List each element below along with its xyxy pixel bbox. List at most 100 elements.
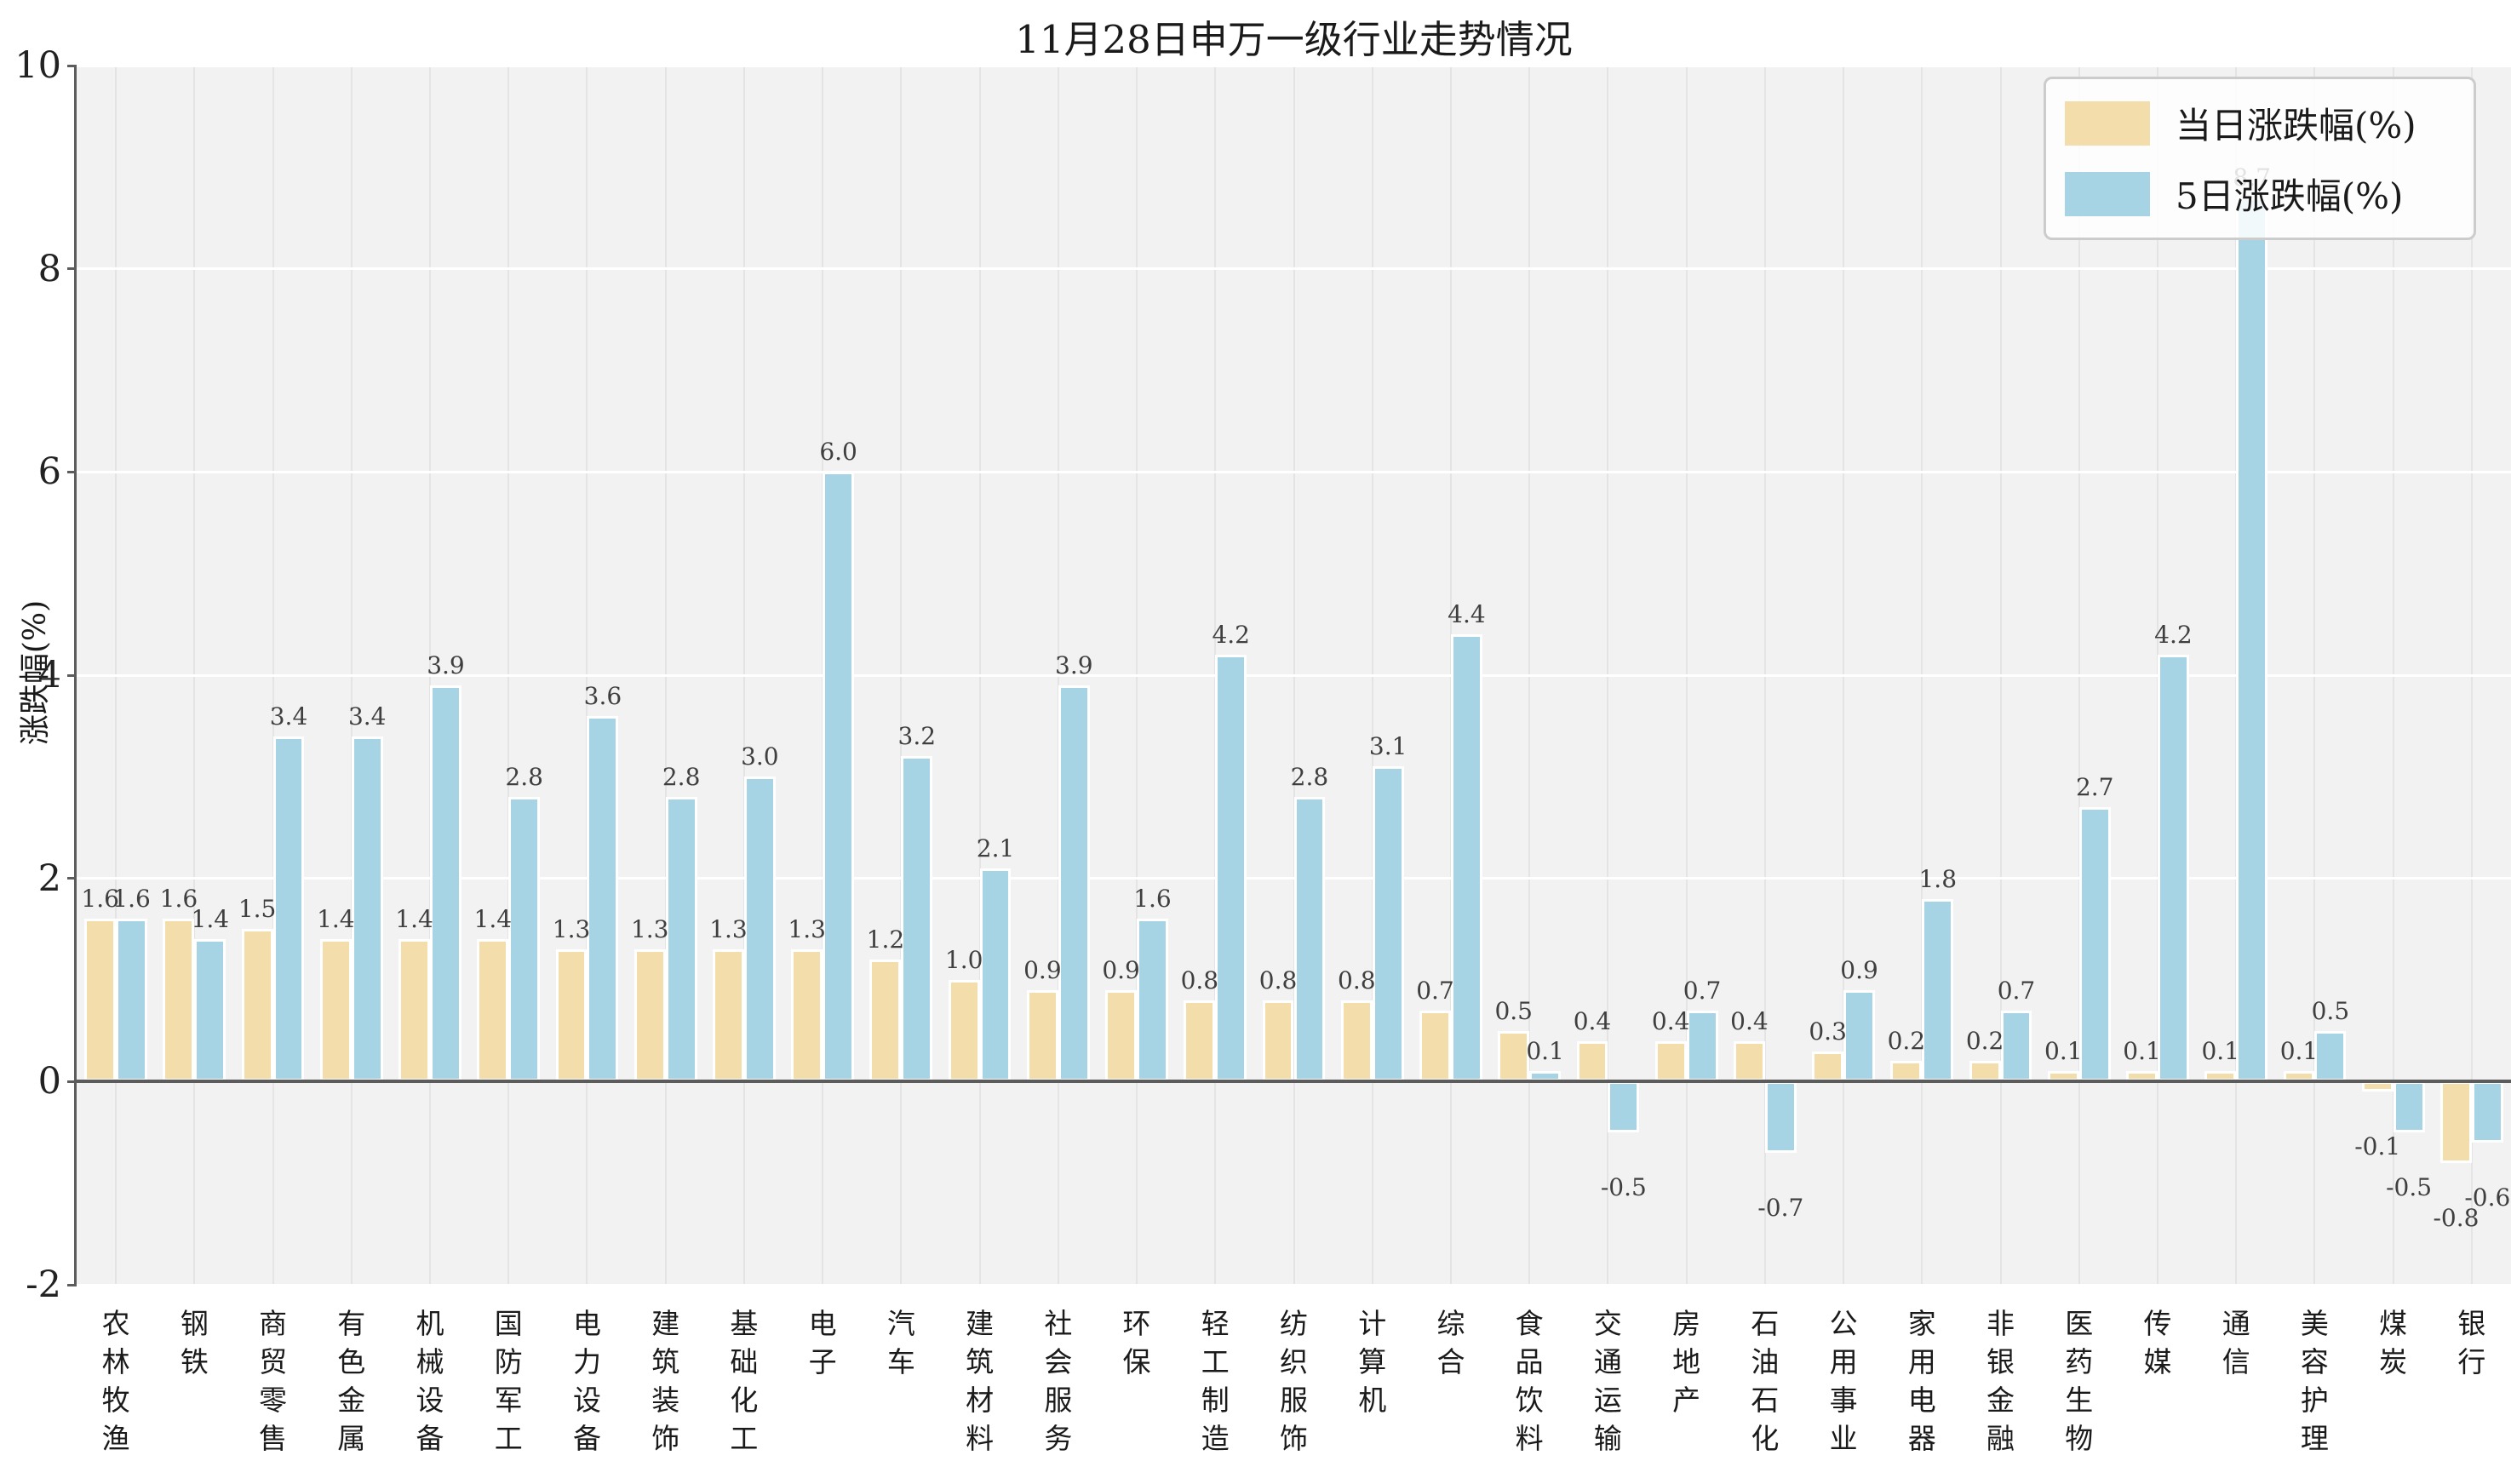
bar-value-label: 1.4 <box>473 905 513 934</box>
x-tick-label: 轻工制造 <box>1201 1307 1230 1455</box>
five-day-bar <box>1450 634 1482 1082</box>
x-tick-label: 传媒 <box>2143 1307 2172 1378</box>
y-tick-label: 6 <box>37 450 61 494</box>
x-tick-label: 通信 <box>2221 1307 2250 1378</box>
bar-value-label: 0.8 <box>1180 965 1219 994</box>
five-day-bar <box>1215 655 1247 1082</box>
five-day-bar <box>587 715 619 1082</box>
bar-value-label: 1.4 <box>191 905 230 934</box>
bar-value-label: 1.6 <box>1133 885 1172 914</box>
bar-value-label: 0.1 <box>2123 1037 2161 1066</box>
daily-bar <box>1026 989 1058 1082</box>
x-tick-label: 煤炭 <box>2379 1307 2408 1378</box>
daily-bar <box>1340 1000 1373 1082</box>
x-tick-label: 医药生物 <box>2065 1307 2094 1455</box>
legend-label-5day: 5日涨跌幅(%) <box>2176 175 2404 217</box>
x-tick-label: 非银金融 <box>1986 1307 2015 1455</box>
bar-value-label: 0.1 <box>1526 1037 1564 1066</box>
bar-value-label: 0.4 <box>1730 1006 1769 1035</box>
bar-value-label: 0.7 <box>1683 976 1722 1005</box>
bar-value-label: 0.2 <box>1965 1027 2004 1056</box>
bar-value-label: 0.7 <box>1416 976 1454 1005</box>
x-tick-label: 银行 <box>2457 1307 2486 1378</box>
five-day-bar <box>665 797 697 1082</box>
bar-value-label: 1.0 <box>944 946 983 974</box>
bar-value-label: 1.6 <box>81 885 119 914</box>
y-tick-label: 4 <box>37 654 61 696</box>
five-day-bar <box>1608 1081 1640 1132</box>
five-day-bar <box>116 919 147 1082</box>
five-day-bar <box>194 939 226 1082</box>
x-tick-label: 建筑材料 <box>966 1307 995 1455</box>
bar-value-label: 4.2 <box>2154 621 2193 650</box>
daily-bar <box>1969 1061 2001 1082</box>
y-tick-mark <box>67 1283 77 1286</box>
five-day-bar <box>901 756 933 1082</box>
legend-swatch-5day <box>2065 171 2150 216</box>
bar-value-label: 1.6 <box>159 885 198 914</box>
x-tick-label: 综合 <box>1436 1307 1465 1378</box>
bar-value-label: 1.8 <box>1918 864 1958 893</box>
x-tick-label: 食品饮料 <box>1515 1307 1544 1455</box>
five-day-bar <box>2471 1081 2503 1143</box>
y-tick-label: 8 <box>37 247 61 290</box>
five-day-bar <box>1843 989 1875 1082</box>
y-tick-mark <box>67 1080 77 1083</box>
daily-bar <box>713 949 744 1082</box>
daily-bar <box>398 939 430 1082</box>
x-tick-label: 石油石化 <box>1751 1307 1780 1455</box>
chart-title: 11月28日申万一级行业走势情况 <box>1015 17 1573 62</box>
five-day-bar <box>1058 685 1090 1082</box>
bar-value-label: -0.6 <box>2464 1183 2511 1212</box>
daily-bar <box>1105 989 1138 1082</box>
five-day-bar <box>430 685 461 1082</box>
x-tick-label: 机械设备 <box>416 1307 444 1455</box>
five-day-bar <box>2236 198 2268 1082</box>
x-tick-label: 农林牧渔 <box>101 1307 130 1455</box>
bar-value-label: 3.9 <box>1055 650 1093 679</box>
y-tick-mark <box>67 673 77 677</box>
zero-baseline <box>77 1080 2511 1084</box>
daily-bar <box>1262 1000 1294 1082</box>
bar-value-label: 3.6 <box>583 681 622 710</box>
daily-bar <box>1733 1040 1765 1082</box>
x-tick-label: 电子 <box>808 1307 837 1378</box>
bar-value-label: -0.5 <box>2386 1173 2433 1201</box>
daily-bar <box>1576 1040 1608 1082</box>
bar-value-label: 1.5 <box>238 895 277 924</box>
five-day-bar <box>351 736 383 1082</box>
bar-value-label: 0.5 <box>2311 996 2350 1025</box>
x-tick-label: 美容护理 <box>2300 1307 2329 1455</box>
daily-bar <box>84 919 117 1082</box>
bar-value-label: 1.3 <box>630 915 669 944</box>
bar-value-label: 1.6 <box>112 885 151 914</box>
y-tick-mark <box>67 470 77 473</box>
daily-bar <box>1654 1040 1687 1082</box>
bar-value-label: 3.4 <box>269 702 308 731</box>
five-day-bar <box>1686 1010 1718 1082</box>
daily-bar <box>1419 1010 1451 1082</box>
x-tick-label: 基础化工 <box>730 1307 759 1455</box>
bar-value-label: 0.9 <box>1840 955 1878 984</box>
bar-value-label: 4.2 <box>1212 621 1250 650</box>
x-tick-label: 计算机 <box>1358 1307 1387 1417</box>
bar-value-label: 0.4 <box>1573 1006 1612 1035</box>
bar-value-label: -0.1 <box>2354 1132 2401 1161</box>
five-day-bar <box>1764 1081 1797 1153</box>
x-tick-label: 钢铁 <box>180 1307 209 1378</box>
bar-value-label: 0.9 <box>1023 955 1062 984</box>
five-day-bar <box>2393 1081 2425 1132</box>
x-tick-label: 公用事业 <box>1829 1307 1858 1455</box>
daily-bar <box>1890 1061 1923 1082</box>
bar-value-label: 2.8 <box>1290 763 1329 792</box>
x-tick-label: 环保 <box>1122 1307 1151 1378</box>
bar-value-label: 0.8 <box>1258 965 1298 994</box>
bar-value-label: 3.4 <box>347 702 387 731</box>
bar-value-label: 3.0 <box>741 742 779 771</box>
bar-value-label: 1.4 <box>317 905 355 934</box>
h-gridline <box>77 673 2511 677</box>
bar-value-label: 4.4 <box>1448 600 1486 629</box>
legend-item-5day: 5日涨跌幅(%) <box>2065 168 2474 220</box>
bar-value-label: -0.5 <box>1600 1173 1647 1201</box>
x-tick-label: 商贸零售 <box>259 1307 288 1455</box>
